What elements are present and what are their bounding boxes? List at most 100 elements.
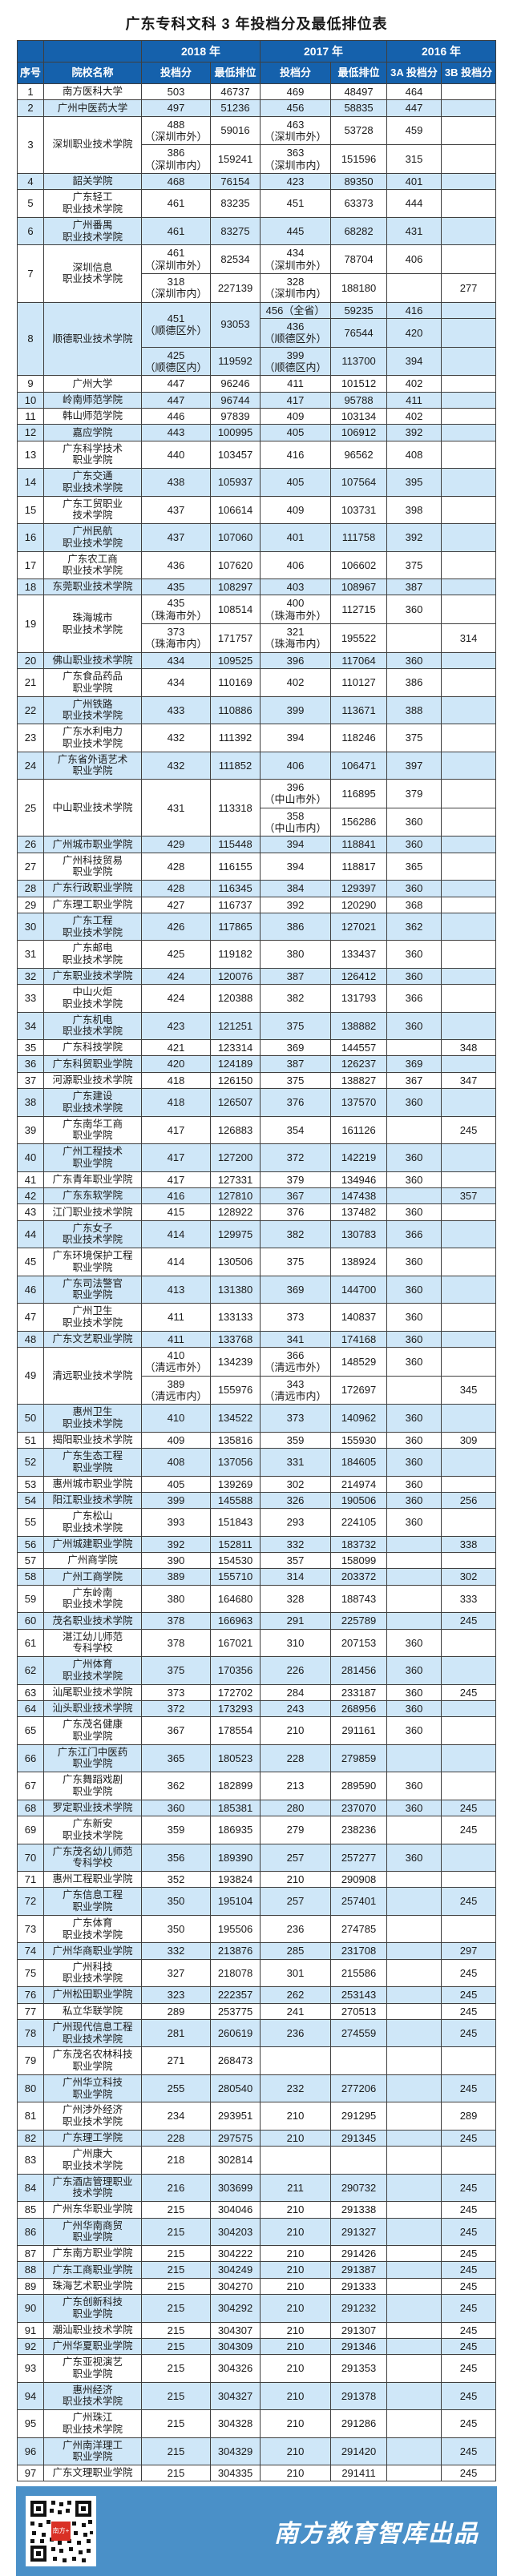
score-cell: 155710: [209, 1568, 261, 1586]
school-name: 广东南方职业学院: [43, 2245, 142, 2263]
score-cell: 245: [441, 2381, 497, 2411]
score-cell: 116345: [209, 880, 261, 897]
score-cell: 127021: [330, 912, 388, 941]
score-cell: 333: [441, 1584, 497, 1614]
score-cell: 245: [441, 2002, 497, 2020]
score-cell: 436: [141, 550, 211, 580]
score-cell: 215: [141, 2437, 211, 2466]
school-name: 广东岭南 职业技术学院: [43, 1584, 142, 1614]
score-cell: 392: [386, 523, 442, 552]
table-row: 18 东莞职业技术学院 435 108297 403 108967 387: [17, 578, 497, 596]
score-cell: 382: [260, 1219, 332, 1249]
score-cell: 48497: [330, 83, 388, 101]
row-number: 69: [17, 1816, 44, 1844]
school-name: 广州体育 职业技术学院: [43, 1656, 142, 1685]
score-cell: 304326: [209, 2354, 261, 2383]
score-cell: 468: [141, 172, 211, 191]
score-cell: 59016: [209, 115, 261, 146]
score-cell: [441, 1843, 497, 1873]
school-name: 广州城市职业学院: [43, 836, 142, 853]
school-name: 广州城建职业学院: [43, 1535, 142, 1554]
score-cell: 416: [260, 440, 332, 470]
row-number: 95: [17, 2409, 44, 2438]
school-name: 广东环境保护工程 职业学院: [43, 1248, 142, 1276]
school-name: 广东科学技术 职业学院: [43, 440, 142, 470]
score-cell: 155930: [330, 1431, 388, 1449]
table-row: 3 深圳职业技术学院 488 （深圳市外） 59016 463 （深圳市外） 53728 4…: [17, 115, 497, 174]
score-cell: 89350: [330, 172, 388, 191]
row-number: 33: [17, 984, 44, 1013]
table-row: 48 广东文艺职业学院 411 133768 341 174168 360: [17, 1330, 497, 1348]
school-name: 汕尾职业技术学院: [43, 1683, 142, 1701]
score-cell: 343 （清远市内）: [260, 1375, 332, 1405]
score-cell: 375: [386, 550, 442, 580]
score-cell: 210: [260, 2337, 332, 2356]
score-cell: [441, 695, 497, 725]
table-row: 67 广东舞蹈戏剧 职业学院 362 182899 213 289590 360: [17, 1772, 497, 1800]
score-cell: [441, 550, 497, 580]
score-cell: 360: [386, 1716, 442, 1745]
score-cell: 291387: [330, 2261, 388, 2279]
score-cell: 434 （深圳市外）: [260, 244, 332, 274]
score-cell: 245: [441, 1683, 497, 1701]
table-row: 87 广东南方职业学院 215 304222 210 291426 245: [17, 2245, 497, 2263]
row-number: 21: [17, 668, 44, 697]
score-cell: [386, 2046, 442, 2075]
score-cell: 260619: [209, 2018, 261, 2048]
row-number: 2: [17, 99, 44, 117]
score-cell: 389 （清远市内）: [141, 1375, 211, 1405]
score-cell: 331: [260, 1448, 332, 1477]
row-number: 29: [17, 896, 44, 913]
score-cell: [441, 424, 497, 441]
table-row: 68 罗定职业技术学院 360 185381 280 237070 360 245: [17, 1799, 497, 1817]
score-cell: 464: [386, 83, 442, 101]
row-number: 35: [17, 1039, 44, 1057]
score-cell: 435 （珠海市外）: [141, 595, 211, 625]
score-cell: 360: [386, 1143, 442, 1172]
score-cell: 405: [260, 468, 332, 497]
score-cell: 203372: [330, 1568, 388, 1586]
row-number: 54: [17, 1491, 44, 1510]
table-row: 6 广州番禺 职业技术学院 461 83275 445 68282 431: [17, 216, 497, 246]
score-cell: [441, 1871, 497, 1889]
score-cell: 215: [141, 2277, 211, 2296]
score-cell: 118246: [330, 724, 388, 752]
score-cell: 101512: [330, 375, 388, 393]
score-cell: 390: [141, 1552, 211, 1570]
score-cell: 304046: [209, 2201, 261, 2219]
score-cell: 406: [260, 751, 332, 780]
score-cell: 126507: [209, 1088, 261, 1117]
score-cell: 245: [441, 2173, 497, 2203]
score-cell: 360: [386, 940, 442, 969]
score-cell: 268473: [209, 2046, 261, 2075]
score-cell: 318 （深圳市内）: [141, 272, 211, 303]
score-cell: 210: [260, 2261, 332, 2279]
row-number: 11: [17, 407, 44, 425]
school-name: 广东工贸职业 技术学院: [43, 495, 142, 525]
score-cell: 426: [141, 912, 211, 941]
score-cell: 373: [141, 1683, 211, 1701]
score-cell: 245: [441, 2437, 497, 2466]
score-cell: [441, 189, 497, 218]
row-number: 45: [17, 1248, 44, 1276]
row-number: 6: [17, 216, 44, 246]
score-cell: 372: [260, 1143, 332, 1172]
score-cell: 100995: [209, 424, 261, 441]
row-number: 16: [17, 523, 44, 552]
score-cell: 392: [260, 896, 332, 913]
score-cell: [441, 940, 497, 969]
score-cell: 210: [260, 2321, 332, 2339]
score-cell: 103731: [330, 495, 388, 525]
score-table: 2018 年 2017 年 2016 年 序号 院校名称 投档分 最低排位 投档…: [17, 40, 497, 2482]
score-cell: 112715: [330, 595, 388, 625]
row-number: 3: [17, 115, 44, 174]
score-cell: 414: [141, 1219, 211, 1249]
school-name: 广州商学院: [43, 1552, 142, 1570]
row-number: 37: [17, 1071, 44, 1090]
table-row: 358 （中山市内） 156286 360: [18, 807, 497, 837]
row-number: 55: [17, 1508, 44, 1537]
score-cell: 394: [260, 724, 332, 752]
score-cell: 95788: [330, 391, 388, 409]
score-cell: 271: [141, 2046, 211, 2075]
score-cell: 139269: [209, 1475, 261, 1493]
